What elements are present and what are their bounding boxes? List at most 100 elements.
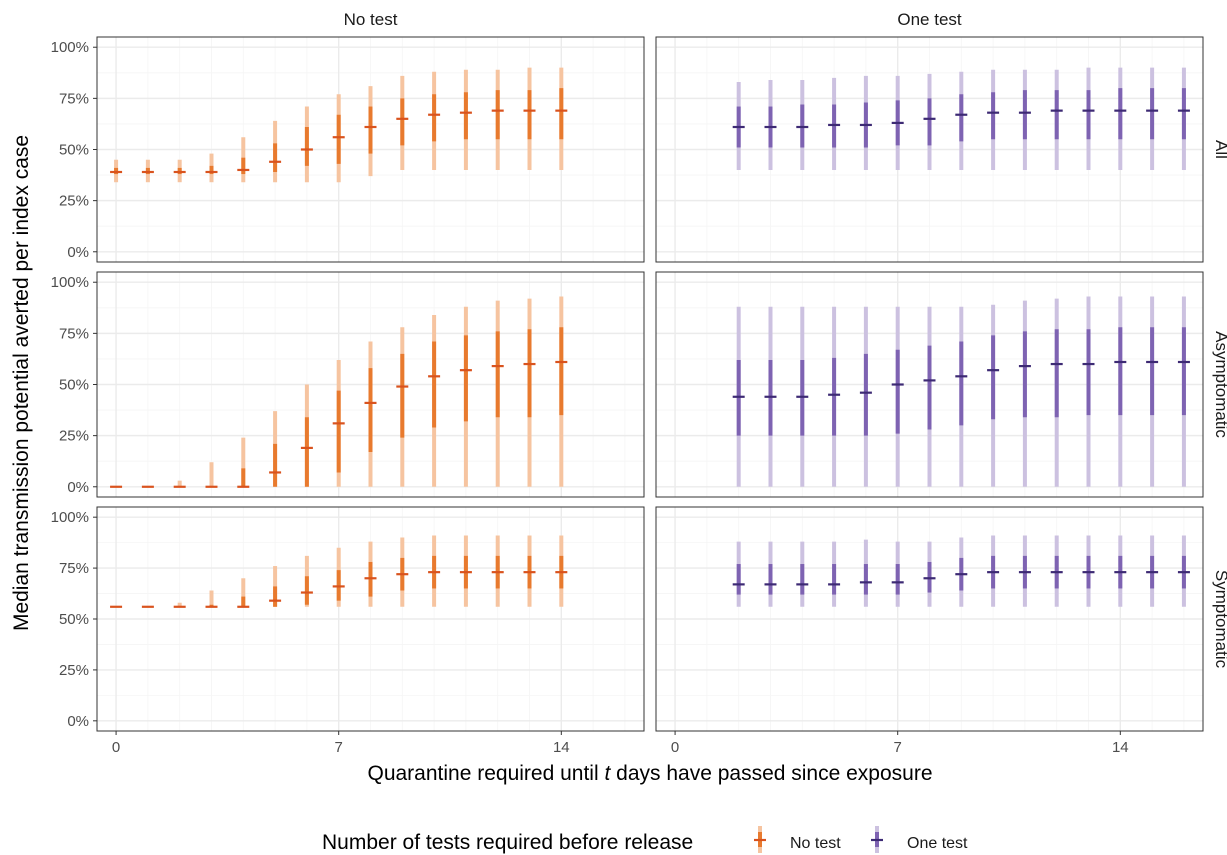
y-axis-title: Median transmission potential averted pe… xyxy=(10,135,33,631)
interval-mark xyxy=(1082,296,1095,487)
interval-mark xyxy=(332,359,345,487)
x-axis-title-suffix: days have passed since exposure xyxy=(610,762,932,785)
interval-mark xyxy=(1018,69,1031,170)
interval-mark xyxy=(459,535,472,607)
y-tick-label: 25% xyxy=(59,662,89,679)
column-strip-label: No test xyxy=(344,10,398,29)
legend-key-one-test xyxy=(871,826,883,853)
interval-mark xyxy=(396,327,409,487)
interval-mark xyxy=(891,541,904,607)
x-axis-title: Quarantine required until t days have pa… xyxy=(367,762,932,785)
axes-layer: 0% 25% 50% 75% 100% No test One test All 0% 25% 50… xyxy=(51,10,1227,756)
interval-mark xyxy=(300,384,313,487)
interval-mark xyxy=(828,306,841,487)
panel-all-no-test xyxy=(96,36,645,263)
y-tick-label: 50% xyxy=(59,611,89,628)
interval-mark xyxy=(764,79,777,170)
interval-mark xyxy=(237,137,250,183)
interval-mark xyxy=(491,535,504,607)
interval-mark xyxy=(796,79,809,170)
interval-mark xyxy=(1146,296,1159,487)
interval-mark xyxy=(955,306,968,487)
interval-mark xyxy=(1114,67,1127,170)
panels-layer xyxy=(96,36,1204,732)
interval-mark xyxy=(1177,535,1190,607)
interval-mark xyxy=(396,537,409,607)
interval-mark xyxy=(523,67,536,170)
column-strip-label: One test xyxy=(897,10,962,29)
panel-border xyxy=(655,271,1204,498)
y-tick-label: 25% xyxy=(59,193,89,210)
y-tick-label: 100% xyxy=(51,274,89,291)
panel-symptomatic-no-test xyxy=(96,506,645,732)
legend-title: Number of tests required before release xyxy=(322,831,693,854)
legend: Number of tests required before release … xyxy=(322,826,968,854)
interval-mark xyxy=(205,462,218,488)
interval-mark xyxy=(428,535,441,607)
interval-mark xyxy=(173,602,186,608)
x-axis-title-prefix: Quarantine required until xyxy=(367,762,604,785)
y-tick-label: 0% xyxy=(67,479,89,496)
interval-mark xyxy=(859,306,872,487)
interval-mark xyxy=(796,541,809,607)
interval-mark xyxy=(796,306,809,487)
x-tick-label: 0 xyxy=(112,739,120,756)
y-tick-label: 25% xyxy=(59,428,89,445)
interval-mark xyxy=(269,411,282,487)
panel-border xyxy=(655,506,1204,732)
y-tick-label: 75% xyxy=(59,560,89,577)
interval-mark xyxy=(491,300,504,487)
panel-asymptomatic-one-test xyxy=(655,271,1204,498)
interval-mark xyxy=(364,541,377,607)
row-strip-label: Symptomatic xyxy=(1212,570,1227,669)
y-tick-label: 50% xyxy=(59,142,89,159)
y-tick-label: 0% xyxy=(67,244,89,261)
y-tick-label: 0% xyxy=(67,713,89,730)
interval-mark xyxy=(1018,535,1031,607)
interval-mark xyxy=(828,77,841,170)
row-strip-label: Asymptomatic xyxy=(1212,331,1227,438)
x-tick-label: 0 xyxy=(671,739,679,756)
interval-mark xyxy=(859,539,872,607)
interval-mark xyxy=(891,75,904,170)
y-tick-label: 75% xyxy=(59,90,89,107)
interval-mark xyxy=(987,69,1000,170)
x-tick-label: 14 xyxy=(553,739,570,756)
interval-mark xyxy=(764,541,777,607)
panel-border xyxy=(655,36,1204,263)
interval-mark xyxy=(364,341,377,487)
interval-mark xyxy=(1146,67,1159,170)
interval-mark xyxy=(523,535,536,607)
interval-mark xyxy=(1114,535,1127,607)
interval-mark xyxy=(110,159,123,183)
interval-mark xyxy=(332,94,345,183)
interval-mark xyxy=(364,86,377,177)
panel-symptomatic-one-test xyxy=(655,506,1204,732)
x-tick-label: 7 xyxy=(335,739,343,756)
interval-mark xyxy=(1177,296,1190,487)
interval-mark xyxy=(923,73,936,170)
x-axis-title-italic: t xyxy=(604,762,611,785)
interval-mark xyxy=(1082,535,1095,607)
x-tick-label: 7 xyxy=(894,739,902,756)
interval-mark xyxy=(1114,296,1127,487)
interval-mark xyxy=(269,566,282,607)
interval-mark xyxy=(1050,298,1063,487)
interval-mark xyxy=(987,304,1000,487)
interval-mark xyxy=(1082,67,1095,170)
interval-mark xyxy=(955,537,968,607)
legend-label-one-test: One test xyxy=(907,835,968,852)
legend-keys xyxy=(754,826,883,853)
interval-mark xyxy=(459,306,472,487)
interval-mark xyxy=(923,306,936,487)
interval-mark xyxy=(1018,300,1031,487)
y-tick-label: 75% xyxy=(59,325,89,342)
interval-mark xyxy=(269,120,282,183)
interval-mark xyxy=(428,314,441,487)
interval-mark xyxy=(555,535,568,607)
interval-mark xyxy=(1146,535,1159,607)
interval-mark xyxy=(141,159,154,183)
interval-mark xyxy=(923,541,936,607)
interval-mark xyxy=(332,547,345,607)
